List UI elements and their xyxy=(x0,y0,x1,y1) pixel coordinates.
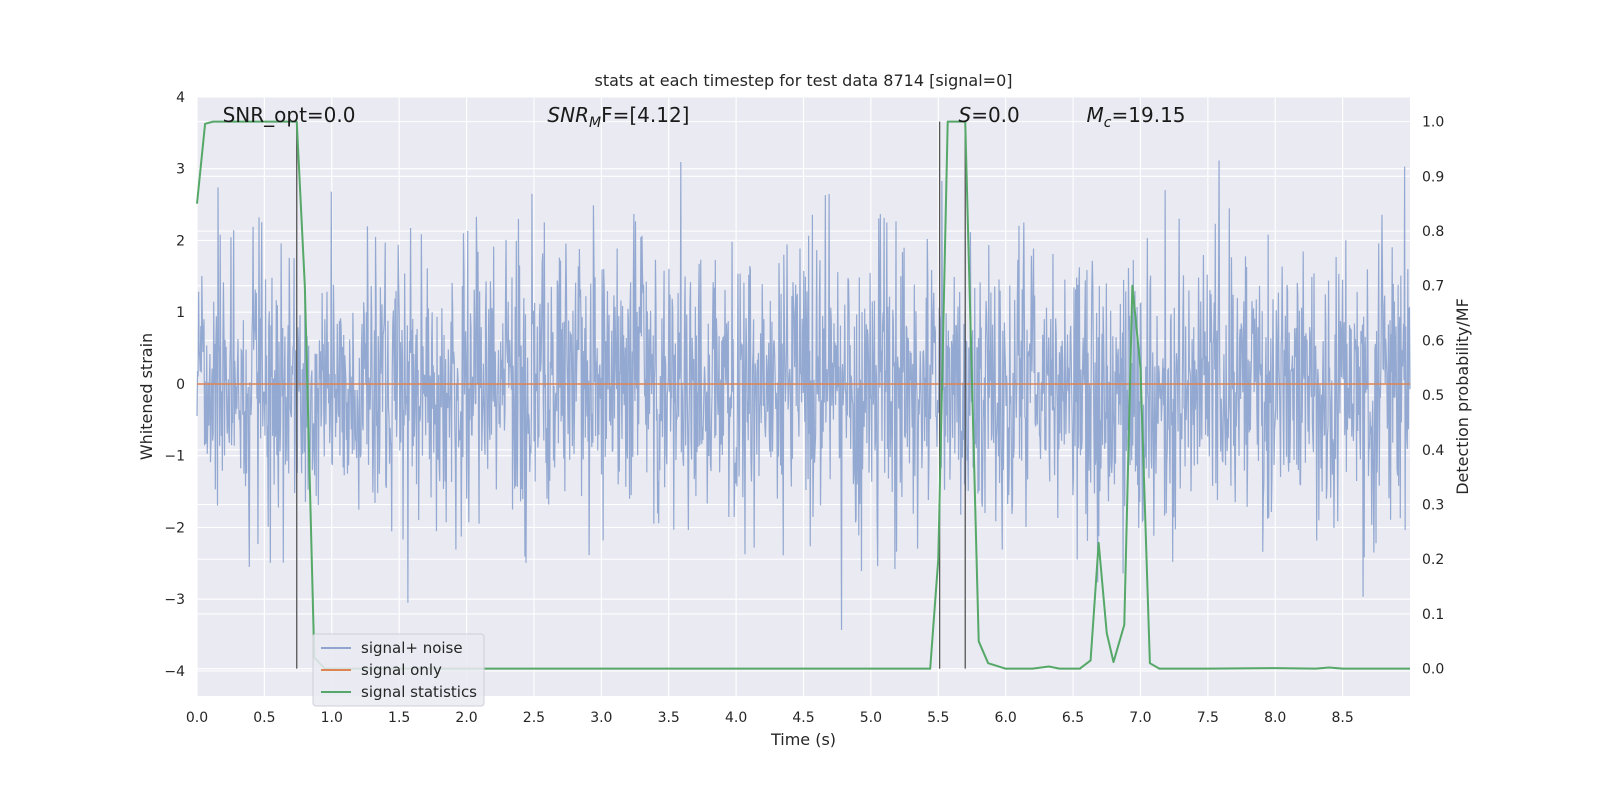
vertical-markers xyxy=(296,121,966,669)
signal-statistics-series xyxy=(196,120,1410,670)
x-tick-label: 3.0 xyxy=(590,710,612,726)
x-tick-label: 6.0 xyxy=(995,710,1017,726)
annotation-text: Mc=19.15 xyxy=(1087,103,1186,131)
x-tick-label: 2.0 xyxy=(455,710,477,726)
annotation-symbol: SNR xyxy=(547,103,589,127)
annotation-value: =19.15 xyxy=(1112,103,1186,127)
signal-noise-series xyxy=(196,160,1411,630)
legend-label: signal+ noise xyxy=(361,639,463,657)
y-tick-label: 0 xyxy=(176,377,185,393)
annotation-symbol: S xyxy=(958,103,971,127)
annotation-value: F=[4.12] xyxy=(601,103,689,127)
legend-label: signal statistics xyxy=(361,683,477,701)
y2-tick-label: 1.0 xyxy=(1422,115,1444,131)
annotation-text: S=0.0 xyxy=(958,103,1019,127)
x-tick-label: 4.0 xyxy=(725,710,747,726)
y2-tick-label: 0.7 xyxy=(1422,279,1444,295)
y2-tick-label: 0.6 xyxy=(1422,333,1444,349)
y-tick-label: 3 xyxy=(176,162,185,178)
y2-tick-label: 0.8 xyxy=(1422,224,1444,240)
y2-tick-label: 0.5 xyxy=(1422,388,1444,404)
x-axis-label: Time (s) xyxy=(770,730,836,749)
annotation-symbol: M xyxy=(1087,103,1104,127)
x-tick-label: 5.5 xyxy=(927,710,949,726)
annotation-value: =0.0 xyxy=(971,103,1020,127)
x-tick-label: 8.5 xyxy=(1331,710,1353,726)
y2-tick-label: 0.4 xyxy=(1422,443,1444,459)
y-tick-label: 1 xyxy=(176,305,185,321)
tick-labels: 0.0 0.5 1.0 1.5 2.0 2.5 3.0 3.5 4.0 4.5 5.0 5.5 6.0 6… xyxy=(164,90,1444,726)
y2-axis-label: Detection probability/MF xyxy=(1453,298,1472,495)
y2-tick-label: 0.0 xyxy=(1422,662,1444,678)
y2-tick-label: 0.1 xyxy=(1422,607,1444,623)
x-tick-label: 8.0 xyxy=(1264,710,1286,726)
y-tick-label: 2 xyxy=(176,233,185,249)
annotation-text: SNR_opt=0.0 xyxy=(223,103,356,127)
x-tick-label: 1.5 xyxy=(388,710,410,726)
annotations: SNR_opt=0.0 SNRMF=[4.12] S=0.0 Mc=19.15 xyxy=(223,103,1186,131)
y2-tick-label: 0.3 xyxy=(1422,498,1444,514)
y-tick-label: −3 xyxy=(164,592,185,608)
y2-tick-label: 0.2 xyxy=(1422,552,1444,568)
x-tick-label: 2.5 xyxy=(523,710,545,726)
annotation-subscript: c xyxy=(1104,115,1112,131)
y-tick-label: −1 xyxy=(164,449,185,465)
signal-statistics-line xyxy=(196,120,1410,670)
chart-title: stats at each timestep for test data 871… xyxy=(594,71,1012,90)
legend: signal+ noise signal only signal statistic… xyxy=(312,633,485,707)
legend-box xyxy=(312,633,485,707)
x-tick-label: 1.0 xyxy=(321,710,343,726)
annotation-subscript: M xyxy=(589,115,601,131)
x-tick-label: 6.5 xyxy=(1062,710,1084,726)
y-tick-label: −4 xyxy=(164,664,185,680)
y-tick-label: −2 xyxy=(164,520,185,536)
x-tick-label: 3.5 xyxy=(658,710,680,726)
x-tick-label: 0.0 xyxy=(186,710,208,726)
x-tick-label: 0.5 xyxy=(253,710,275,726)
annotation-text: SNRMF=[4.12] xyxy=(547,103,689,131)
legend-label: signal only xyxy=(361,661,442,679)
x-tick-label: 7.5 xyxy=(1197,710,1219,726)
y-tick-label: 4 xyxy=(176,90,185,106)
x-tick-label: 7.0 xyxy=(1129,710,1151,726)
x-tick-label: 4.5 xyxy=(792,710,814,726)
y2-tick-label: 0.9 xyxy=(1422,169,1444,185)
y-axis-label: Whitened strain xyxy=(137,333,156,460)
signal-noise-line xyxy=(196,160,1411,630)
x-tick-label: 5.0 xyxy=(860,710,882,726)
